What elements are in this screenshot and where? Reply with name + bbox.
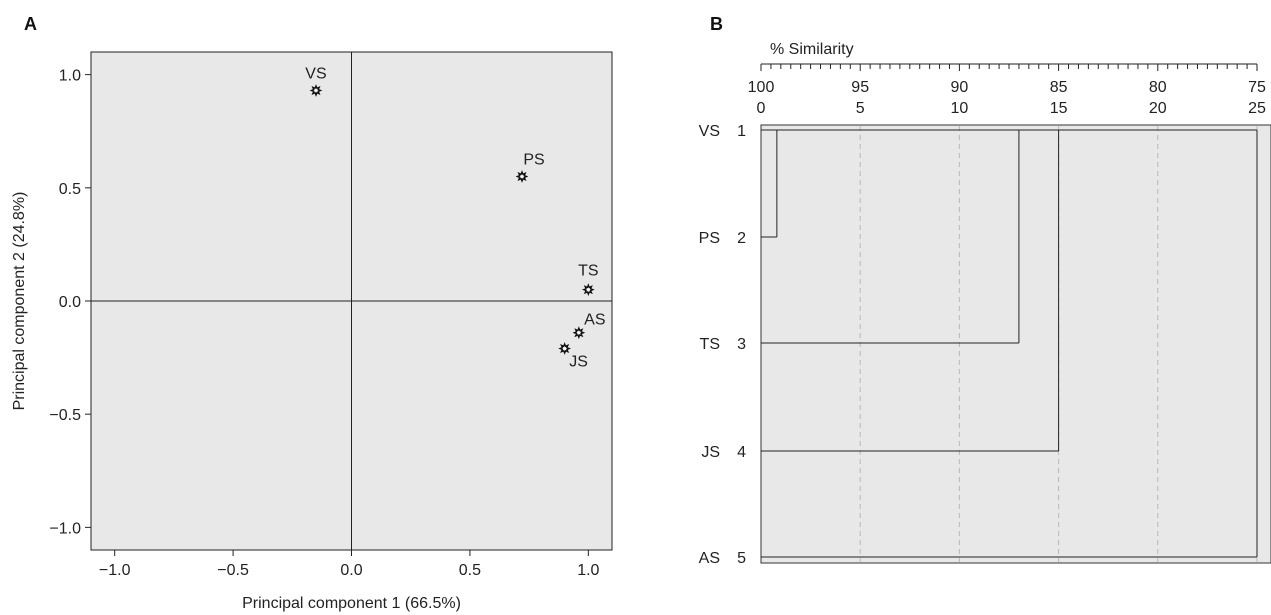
point-marker-vs <box>309 84 323 97</box>
panel-b-letter: B <box>710 14 723 34</box>
leaf-name-ts: TS <box>700 336 720 353</box>
similarity-tick-label: 95 <box>851 79 869 96</box>
similarity-tick-label: 100 <box>748 79 775 96</box>
pca-points: VS PS TS AS JS <box>305 65 605 370</box>
point-label-ps: PS <box>523 152 544 169</box>
leaf-index-2: 2 <box>737 230 746 247</box>
y-tick-label: 0.0 <box>59 294 81 311</box>
distance-tick-label: 25 <box>1248 100 1266 117</box>
distance-axis: 0 5 10 15 20 25 <box>757 100 1266 117</box>
point-marker-js <box>558 342 572 355</box>
dendrogram-plot: % Similarity 100 95 90 85 80 75 0 5 10 15 20 25 VS… <box>699 41 1271 567</box>
distance-tick-label: 0 <box>757 100 766 117</box>
point-marker-as <box>572 326 586 340</box>
similarity-axis: 100 95 90 85 80 75 <box>748 63 1266 96</box>
dendrogram-links <box>761 129 1258 558</box>
similarity-tick-label: 75 <box>1248 79 1266 96</box>
dendrogram-plot-area <box>760 124 1271 564</box>
x-tick-label: 0.5 <box>459 562 481 579</box>
point-label-as: AS <box>584 312 605 329</box>
leaf-name-js: JS <box>701 444 720 461</box>
x-tick-label: 0.0 <box>340 562 362 579</box>
similarity-tick-label: 90 <box>951 79 969 96</box>
y-tick-label: 1.0 <box>59 68 81 85</box>
leaf-name-ps: PS <box>699 230 720 247</box>
point-marker-ps <box>515 170 529 183</box>
leaf-index-3: 3 <box>737 336 746 353</box>
point-label-js: JS <box>569 354 588 371</box>
y-tick-label: 0.5 <box>59 181 81 198</box>
x-tick-label: −1.0 <box>99 562 131 579</box>
distance-tick-label: 10 <box>951 100 969 117</box>
x-tick-label: −0.5 <box>217 562 249 579</box>
panel-a-letter: A <box>24 14 37 34</box>
point-label-vs: VS <box>305 65 326 82</box>
leaf-index-4: 4 <box>737 444 746 461</box>
y-axis-title: Principal component 2 (24.8%) <box>11 192 28 411</box>
similarity-tick-label: 85 <box>1050 79 1068 96</box>
similarity-tick-label: 80 <box>1149 79 1167 96</box>
y-tick-label: −0.5 <box>49 407 81 424</box>
pca-axes: −1.0 −0.5 0.0 0.5 1.0 −1.0 −0.5 0.0 0.5 1.0 <box>49 52 612 579</box>
leaf-index-5: 5 <box>737 550 746 567</box>
x-axis-title: Principal component 1 (66.5%) <box>242 595 461 612</box>
x-tick-label: 1.0 <box>577 562 599 579</box>
distance-tick-label: 20 <box>1149 100 1167 117</box>
y-tick-label: −1.0 <box>49 520 81 537</box>
leaf-name-as: AS <box>699 550 720 567</box>
distance-tick-label: 5 <box>856 100 865 117</box>
leaf-name-vs: VS <box>699 123 720 140</box>
leaf-index-1: 1 <box>737 123 746 140</box>
point-label-ts: TS <box>578 263 598 280</box>
dendrogram-leaf-labels: VS 1 PS 2 TS 3 JS 4 AS 5 <box>699 123 746 567</box>
point-marker-ts <box>581 283 595 297</box>
similarity-axis-title: % Similarity <box>770 41 854 58</box>
distance-tick-label: 15 <box>1050 100 1068 117</box>
pca-scatter-plot: −1.0 −0.5 0.0 0.5 1.0 −1.0 −0.5 0.0 0.5 1.0 VS PS T… <box>11 51 613 612</box>
